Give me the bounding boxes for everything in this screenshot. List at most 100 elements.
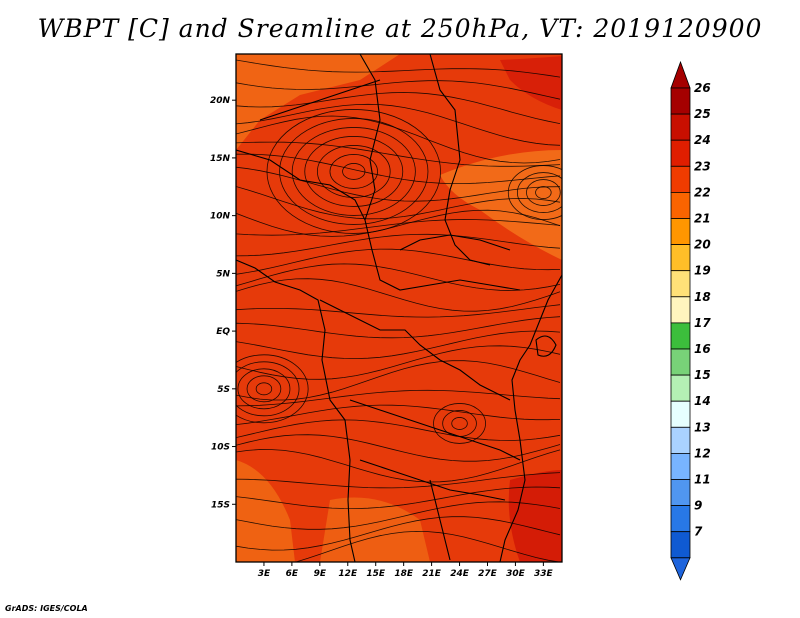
streamline	[236, 233, 561, 257]
streamline	[236, 304, 561, 318]
streamline-eddy	[246, 375, 282, 403]
colorbar-label: 26	[694, 81, 711, 95]
colorbar: 26 25 24 23 22 21 20 19 18 17 16 15 14 13 12 11 9 7	[670, 60, 711, 581]
streamline	[236, 77, 561, 100]
colorbar-swatch	[670, 374, 691, 402]
colorbar-label: 14	[694, 394, 711, 408]
lat-tick-label: 20N	[210, 96, 231, 106]
streamline-swirl	[266, 109, 441, 234]
streamline-eddy	[236, 354, 309, 424]
streamline-swirl	[316, 145, 391, 198]
streamline	[236, 530, 561, 562]
grads-credit: GrADS: IGES/COLA	[5, 604, 88, 613]
colorbar-swatch	[670, 244, 691, 272]
streamline	[236, 404, 561, 426]
streamline	[236, 316, 561, 339]
colorbar-label: 19	[694, 264, 711, 278]
streamline	[236, 389, 561, 407]
colorbar-label: 17	[694, 316, 711, 330]
streamline-eddy	[507, 165, 562, 220]
colorbar-label: 16	[694, 342, 711, 356]
colorbar-swatch	[670, 165, 691, 193]
colorbar-bottom-arrow	[670, 557, 691, 581]
streamline	[236, 472, 561, 489]
colorbar-swatch	[670, 479, 691, 507]
lon-tick-label: 30E	[506, 569, 526, 579]
lat-tick-label: 5N	[216, 269, 230, 279]
streamline	[236, 486, 561, 510]
colorbar-top-arrow	[670, 60, 691, 89]
colorbar-label: 20	[694, 238, 711, 252]
colorbar-swatch	[670, 191, 691, 219]
lon-tick-label: 15E	[366, 569, 386, 579]
colorbar-label: 23	[694, 159, 711, 173]
streamline	[236, 115, 561, 164]
colorbar-label: 18	[694, 290, 711, 304]
streamline	[236, 516, 561, 551]
colorbar-swatch	[670, 400, 691, 428]
hot-region-southeast	[508, 470, 562, 562]
lon-tick-label: 6E	[286, 569, 299, 579]
streamlines	[236, 59, 562, 562]
streamline	[236, 360, 561, 401]
streamline-eddy	[237, 368, 291, 410]
lon-tick-label: 12E	[338, 569, 358, 579]
map-area	[236, 54, 562, 562]
streamline-eddy	[433, 403, 486, 444]
colorbar-swatch	[670, 139, 691, 167]
streamline	[236, 219, 561, 236]
colorbar-label: 11	[694, 473, 711, 487]
lon-tick-label: 18E	[394, 569, 414, 579]
streamline	[236, 434, 561, 462]
colorbar-swatch	[670, 348, 691, 376]
streamline	[236, 419, 561, 441]
colorbar-swatch	[670, 531, 691, 559]
lat-tick-label: 15S	[211, 500, 230, 510]
colorbar-label: 7	[694, 525, 703, 539]
streamline-eddy	[516, 172, 562, 213]
colorbar-swatch	[670, 218, 691, 246]
colorbar-label: 25	[694, 107, 711, 121]
colorbar-swatch	[670, 113, 691, 141]
colorbar-swatch	[670, 505, 691, 533]
coastlines-and-borders	[236, 54, 562, 562]
warm-region-northwest	[236, 54, 400, 150]
streamline-eddy	[236, 361, 300, 417]
streamline-eddy	[526, 179, 561, 206]
lon-tick-label: 33E	[534, 569, 554, 579]
streamline-swirl	[304, 136, 404, 207]
warm-region-northeast	[440, 150, 562, 260]
streamline-swirl	[291, 127, 416, 216]
streamline	[236, 345, 561, 380]
colorbar-swatch	[670, 270, 691, 298]
lon-tick-label: 21E	[422, 569, 442, 579]
longitude-axis: 3E 6E 9E 12E 15E 18E 21E 24E 27E 30E 33E	[258, 562, 554, 579]
colorbar-swatch	[670, 296, 691, 324]
lat-tick-label: 10N	[210, 212, 231, 222]
colorbar-label: 12	[694, 446, 711, 460]
streamline-swirl	[329, 154, 378, 189]
lat-tick-label: 5S	[217, 385, 230, 395]
colorbar-swatch	[670, 452, 691, 480]
streamline	[236, 248, 561, 275]
streamline	[236, 59, 561, 78]
latitude-axis: 20N 15N 10N 5N EQ 5S 10S 15S	[210, 96, 236, 510]
colorbar-label: 21	[694, 212, 711, 226]
streamline	[236, 449, 561, 483]
colorbar-label: 24	[694, 133, 711, 147]
colorbar-swatch	[670, 87, 691, 115]
chart-title: WBPT [C] and Sreamline at 250hPa, VT: 20…	[37, 14, 763, 43]
lon-tick-label: 27E	[478, 569, 498, 579]
streamline	[236, 501, 561, 530]
streamline	[236, 330, 561, 360]
colorbar-label: 13	[694, 420, 711, 434]
streamline-eddy	[451, 417, 468, 430]
streamline	[236, 278, 561, 312]
lat-tick-label: 10S	[211, 443, 230, 453]
warm-region-south	[320, 497, 430, 562]
warm-region-southwest	[236, 460, 295, 562]
lon-tick-label: 9E	[314, 569, 327, 579]
colorbar-label: 22	[694, 185, 711, 199]
colorbar-swatch	[670, 426, 691, 454]
